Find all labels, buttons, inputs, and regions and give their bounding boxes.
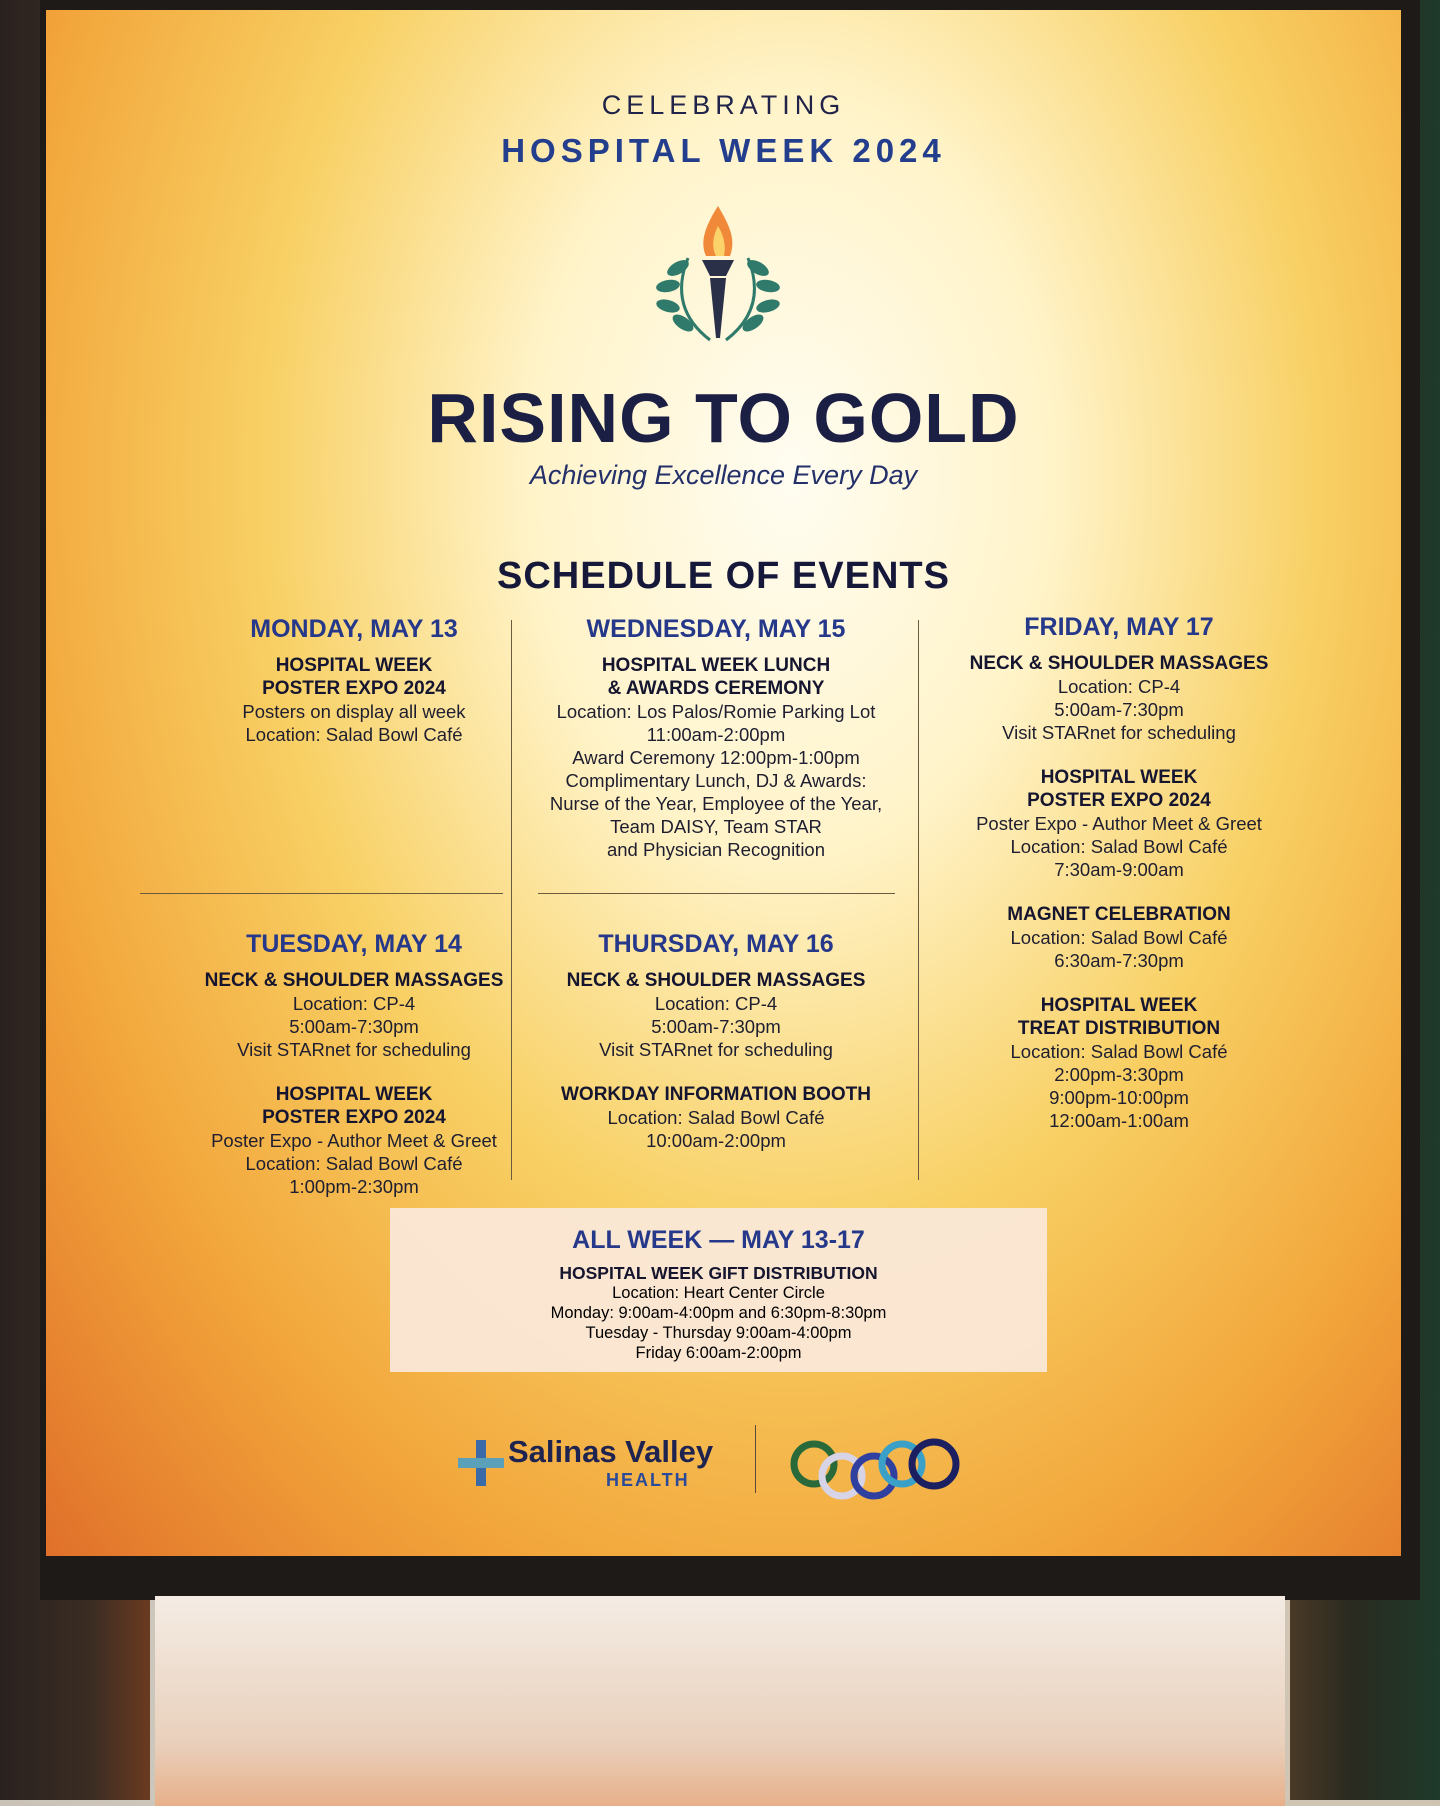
event-detail: 7:30am-9:00am xyxy=(1054,859,1184,880)
logo-sub: HEALTH xyxy=(606,1470,690,1490)
all-week-title: HOSPITAL WEEK GIFT DISTRIBUTION xyxy=(559,1263,878,1283)
event-title: TREAT DISTRIBUTION xyxy=(1017,1018,1221,1039)
event-detail: 2:00pm-3:30pm xyxy=(1054,1064,1184,1085)
event-detail: Location: Salad Bowl Café xyxy=(1010,1041,1228,1062)
day-heading: MONDAY, MAY 13 xyxy=(250,615,458,643)
event-title: MAGNET CELEBRATION xyxy=(1007,904,1231,925)
event-name: HOSPITAL WEEK 2024 xyxy=(501,132,946,169)
event-title: NECK & SHOULDER MASSAGES xyxy=(566,970,866,991)
event-title: POSTER EXPO 2024 xyxy=(262,678,446,699)
event-detail: Award Ceremony 12:00pm-1:00pm xyxy=(572,747,860,768)
kicker: CELEBRATING xyxy=(601,90,846,120)
event-detail: Visit STARnet for scheduling xyxy=(1002,722,1236,743)
event-title: HOSPITAL WEEK xyxy=(275,655,433,676)
poster: CELEBRATING HOSPITAL WEEK 2024 RISING TO… xyxy=(46,10,1401,1556)
event-title: WORKDAY INFORMATION BOOTH xyxy=(561,1084,871,1105)
event-title: HOSPITAL WEEK xyxy=(275,1084,433,1105)
day-friday: FRIDAY, MAY 17 NECK & SHOULDER MASSAGES Lo… xyxy=(929,613,1309,1154)
event-detail: Posters on display all week xyxy=(242,701,466,722)
event-item: NECK & SHOULDER MASSAGES Location: CP-4 5:… xyxy=(164,969,544,1061)
all-week-line: Tuesday - Thursday 9:00am-4:00pm xyxy=(585,1324,852,1342)
poster-title: RISING TO GOLD xyxy=(427,379,1020,457)
event-detail: Nurse of the Year, Employee of the Year, xyxy=(549,793,883,814)
all-week-heading: ALL WEEK — MAY 13-17 xyxy=(572,1226,865,1254)
event-detail: 6:30am-7:30pm xyxy=(1054,950,1184,971)
day-monday: MONDAY, MAY 13 HOSPITAL WEEK POSTER EXPO 2… xyxy=(164,615,544,768)
column-divider xyxy=(918,620,919,1180)
event-detail: Location: Salad Bowl Café xyxy=(245,1153,463,1174)
event-title: HOSPITAL WEEK xyxy=(1040,995,1198,1016)
event-detail: Location: Salad Bowl Café xyxy=(1010,836,1228,857)
event-title: POSTER EXPO 2024 xyxy=(262,1107,446,1128)
event-item: WORKDAY INFORMATION BOOTH Location: Salad… xyxy=(526,1083,906,1152)
schedule-heading: SCHEDULE OF EVENTS xyxy=(497,555,950,597)
day-heading: WEDNESDAY, MAY 15 xyxy=(586,615,846,643)
salinas-valley-cross-icon xyxy=(458,1440,504,1486)
event-title: NECK & SHOULDER MASSAGES xyxy=(204,970,504,991)
event-detail: and Physician Recognition xyxy=(606,839,826,860)
event-detail: 5:00am-7:30pm xyxy=(651,1016,781,1037)
event-item: HOSPITAL WEEK POSTER EXPO 2024 Posters on … xyxy=(164,654,544,746)
day-thursday: THURSDAY, MAY 16 NECK & SHOULDER MASSAGES… xyxy=(526,930,906,1174)
event-detail: Location: CP-4 xyxy=(1057,676,1181,697)
all-week-line: Monday: 9:00am-4:00pm and 6:30pm-8:30pm xyxy=(550,1304,887,1322)
event-detail: Location: Salad Bowl Café xyxy=(1010,927,1228,948)
event-detail: 1:00pm-2:30pm xyxy=(289,1176,419,1197)
day-heading: TUESDAY, MAY 14 xyxy=(246,930,462,958)
column-divider xyxy=(511,620,512,1180)
event-title: HOSPITAL WEEK xyxy=(1040,767,1198,788)
event-detail: Visit STARnet for scheduling xyxy=(599,1039,833,1060)
event-detail: 11:00am-2:00pm xyxy=(646,724,786,745)
event-detail: Location: Salad Bowl Café xyxy=(607,1107,825,1128)
event-detail: Location: Salad Bowl Café xyxy=(245,724,463,745)
event-detail: Team DAISY, Team STAR xyxy=(610,816,822,837)
event-item: HOSPITAL WEEK POSTER EXPO 2024 Poster Expo… xyxy=(929,766,1309,881)
event-title: HOSPITAL WEEK LUNCH xyxy=(601,655,831,676)
event-title: POSTER EXPO 2024 xyxy=(1027,790,1211,811)
event-title: NECK & SHOULDER MASSAGES xyxy=(969,653,1269,674)
event-detail: Location: CP-4 xyxy=(654,993,778,1014)
lower-blank-panel xyxy=(155,1596,1285,1806)
all-week-box: ALL WEEK — MAY 13-17 HOSPITAL WEEK GIFT … xyxy=(390,1208,1047,1372)
day-wednesday: WEDNESDAY, MAY 15 HOSPITAL WEEK LUNCH & AW… xyxy=(526,615,906,883)
event-detail: Complimentary Lunch, DJ & Awards: xyxy=(565,770,867,791)
event-item: HOSPITAL WEEK LUNCH & AWARDS CEREMONY Loca… xyxy=(526,654,906,861)
all-week-line: Friday 6:00am-2:00pm xyxy=(635,1344,802,1362)
event-detail: Location: CP-4 xyxy=(292,993,416,1014)
event-detail: 12:00am-1:00am xyxy=(1049,1110,1189,1131)
day-tuesday: TUESDAY, MAY 14 NECK & SHOULDER MASSAGES L… xyxy=(164,930,544,1220)
event-detail: Visit STARnet for scheduling xyxy=(237,1039,471,1060)
event-detail: Location: Los Palos/Romie Parking Lot xyxy=(556,701,876,722)
row-divider xyxy=(538,893,895,894)
event-detail: 5:00am-7:30pm xyxy=(289,1016,419,1037)
event-item: MAGNET CELEBRATION Location: Salad Bowl C… xyxy=(929,903,1309,972)
event-item: NECK & SHOULDER MASSAGES Location: CP-4 5:… xyxy=(929,652,1309,744)
event-detail: 9:00pm-10:00pm xyxy=(1049,1087,1189,1108)
event-detail: Poster Expo - Author Meet & Greet xyxy=(211,1130,497,1151)
poster-subtitle: Achieving Excellence Every Day xyxy=(529,460,918,490)
day-heading: THURSDAY, MAY 16 xyxy=(598,930,834,958)
day-heading: FRIDAY, MAY 17 xyxy=(1024,613,1214,641)
torch-laurel-icon xyxy=(656,206,780,342)
event-item: HOSPITAL WEEK TREAT DISTRIBUTION Location:… xyxy=(929,994,1309,1132)
event-detail: 5:00am-7:30pm xyxy=(1054,699,1184,720)
event-detail: Poster Expo - Author Meet & Greet xyxy=(976,813,1262,834)
all-week-line: Location: Heart Center Circle xyxy=(612,1284,825,1302)
event-item: HOSPITAL WEEK POSTER EXPO 2024 Poster Expo… xyxy=(164,1083,544,1198)
event-detail: 10:00am-2:00pm xyxy=(646,1130,786,1151)
event-title: & AWARDS CEREMONY xyxy=(607,678,825,699)
row-divider xyxy=(140,893,503,894)
event-item: NECK & SHOULDER MASSAGES Location: CP-4 5:… xyxy=(526,969,906,1061)
logo-divider xyxy=(755,1425,756,1493)
olympic-rings-icon xyxy=(790,1438,960,1500)
logo-name: Salinas Valley xyxy=(508,1434,714,1469)
